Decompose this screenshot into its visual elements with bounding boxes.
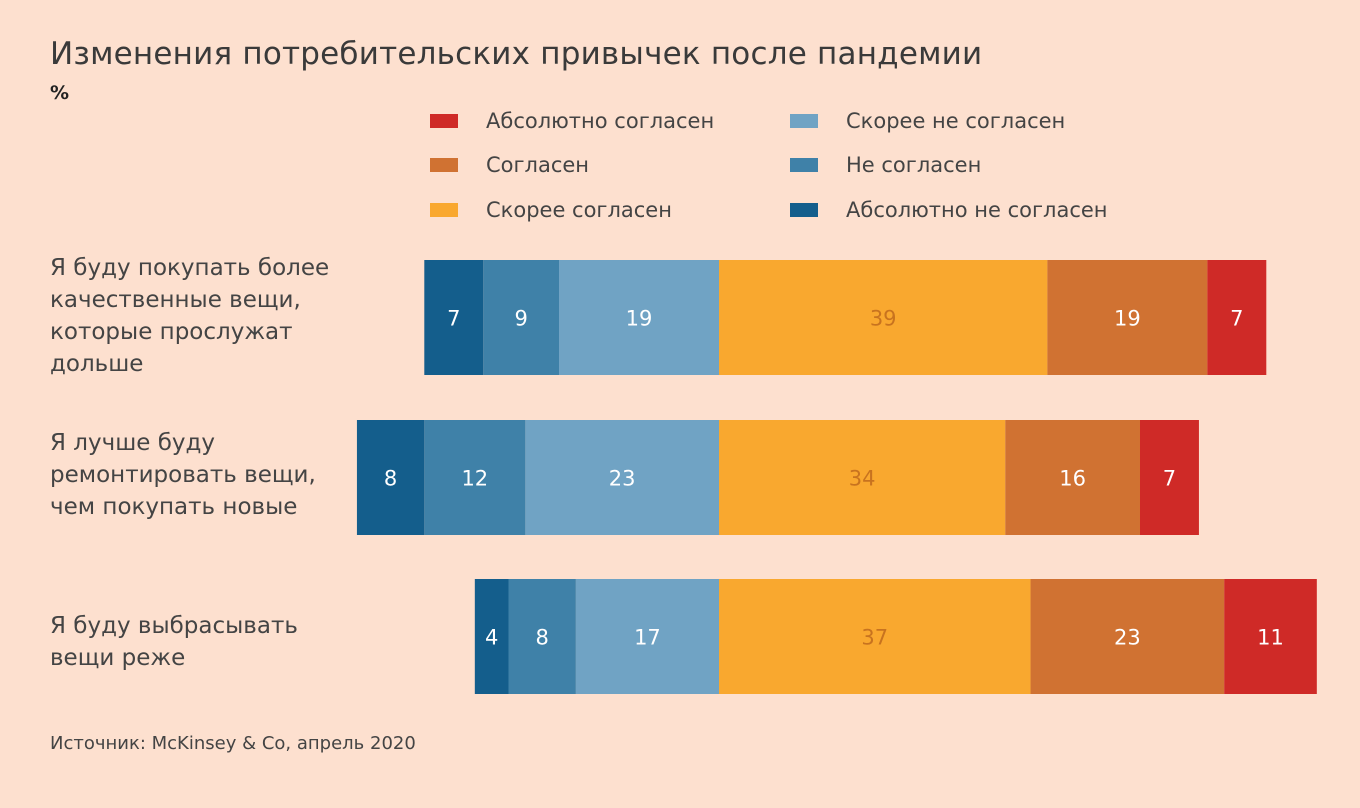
bar-value-label: 23 (1114, 626, 1141, 650)
legend-label: Абсолютно не согласен (846, 198, 1108, 222)
bar-value-label: 7 (1163, 467, 1176, 491)
row-label-discard: Я буду выбрасывать вещи реже (50, 613, 298, 671)
bar-segment (559, 260, 719, 375)
bar-value-label: 19 (1114, 307, 1141, 331)
bar-value-label: 4 (485, 626, 498, 650)
legend-label: Абсолютно согласен (486, 109, 715, 133)
row-label-quality: Я буду покупать более качественные вещи,… (50, 255, 330, 377)
bar-segment (424, 260, 484, 375)
legend-item-absolutely-disagree: Абсолютно не согласен (790, 197, 1108, 223)
source-note: Источник: McKinsey & Co, апрель 2020 (50, 733, 416, 754)
bar-value-label: 7 (447, 307, 460, 331)
bar-segment (719, 260, 1048, 375)
legend-item-disagree: Не согласен (790, 152, 981, 178)
bar-value-label: 9 (514, 307, 527, 331)
bar-value-label: 16 (1059, 467, 1086, 491)
row-label-repair: Я лучше буду ремонтировать вещи, чем пок… (50, 430, 316, 520)
legend-swatch (430, 114, 458, 128)
legend-label: Не согласен (846, 153, 982, 177)
legend-swatch (790, 114, 818, 128)
bar-segment (1140, 420, 1199, 535)
bar-segment (575, 579, 719, 694)
bar-segment (474, 579, 509, 694)
bar-segment (1005, 420, 1140, 535)
bar-value-label: 23 (609, 467, 636, 491)
legend-swatch (790, 158, 818, 172)
legend-item-rather-disagree: Скорее не согласен (790, 108, 1065, 134)
bar-value-label: 17 (634, 626, 661, 650)
bar-segment (719, 579, 1031, 694)
chart-unit: % (50, 82, 70, 104)
bar-segment (1047, 260, 1208, 375)
bar-value-label: 39 (870, 307, 897, 331)
bar-value-label: 37 (861, 626, 888, 650)
bar-segment (1224, 579, 1317, 694)
bar-segment (525, 420, 719, 535)
legend-label: Скорее согласен (486, 198, 672, 222)
bar-value-label: 8 (535, 626, 548, 650)
chart-title: Изменения потребительских привычек после… (50, 36, 983, 72)
legend-swatch (790, 203, 818, 217)
legend-label: Согласен (486, 153, 590, 177)
bar-segment (719, 420, 1006, 535)
bar-segment (1030, 579, 1225, 694)
bar-value-label: 12 (461, 467, 488, 491)
bar-segment (483, 260, 560, 375)
legend-item-absolutely-agree: Абсолютно согласен (430, 108, 714, 134)
legend-swatch (430, 158, 458, 172)
legend-swatch (430, 203, 458, 217)
bar-segment (424, 420, 526, 535)
legend-label: Скорее не согласен (846, 109, 1066, 133)
legend-item-rather-agree: Скорее согласен (430, 197, 672, 223)
bar-value-label: 8 (384, 467, 397, 491)
bar-value-label: 7 (1230, 307, 1243, 331)
bar-value-label: 34 (849, 467, 876, 491)
bar-segment (508, 579, 576, 694)
bar-value-label: 11 (1257, 626, 1284, 650)
bar-value-label: 19 (626, 307, 653, 331)
bar-segment (1207, 260, 1267, 375)
bar-segment (356, 420, 425, 535)
legend-item-agree: Согласен (430, 152, 589, 178)
